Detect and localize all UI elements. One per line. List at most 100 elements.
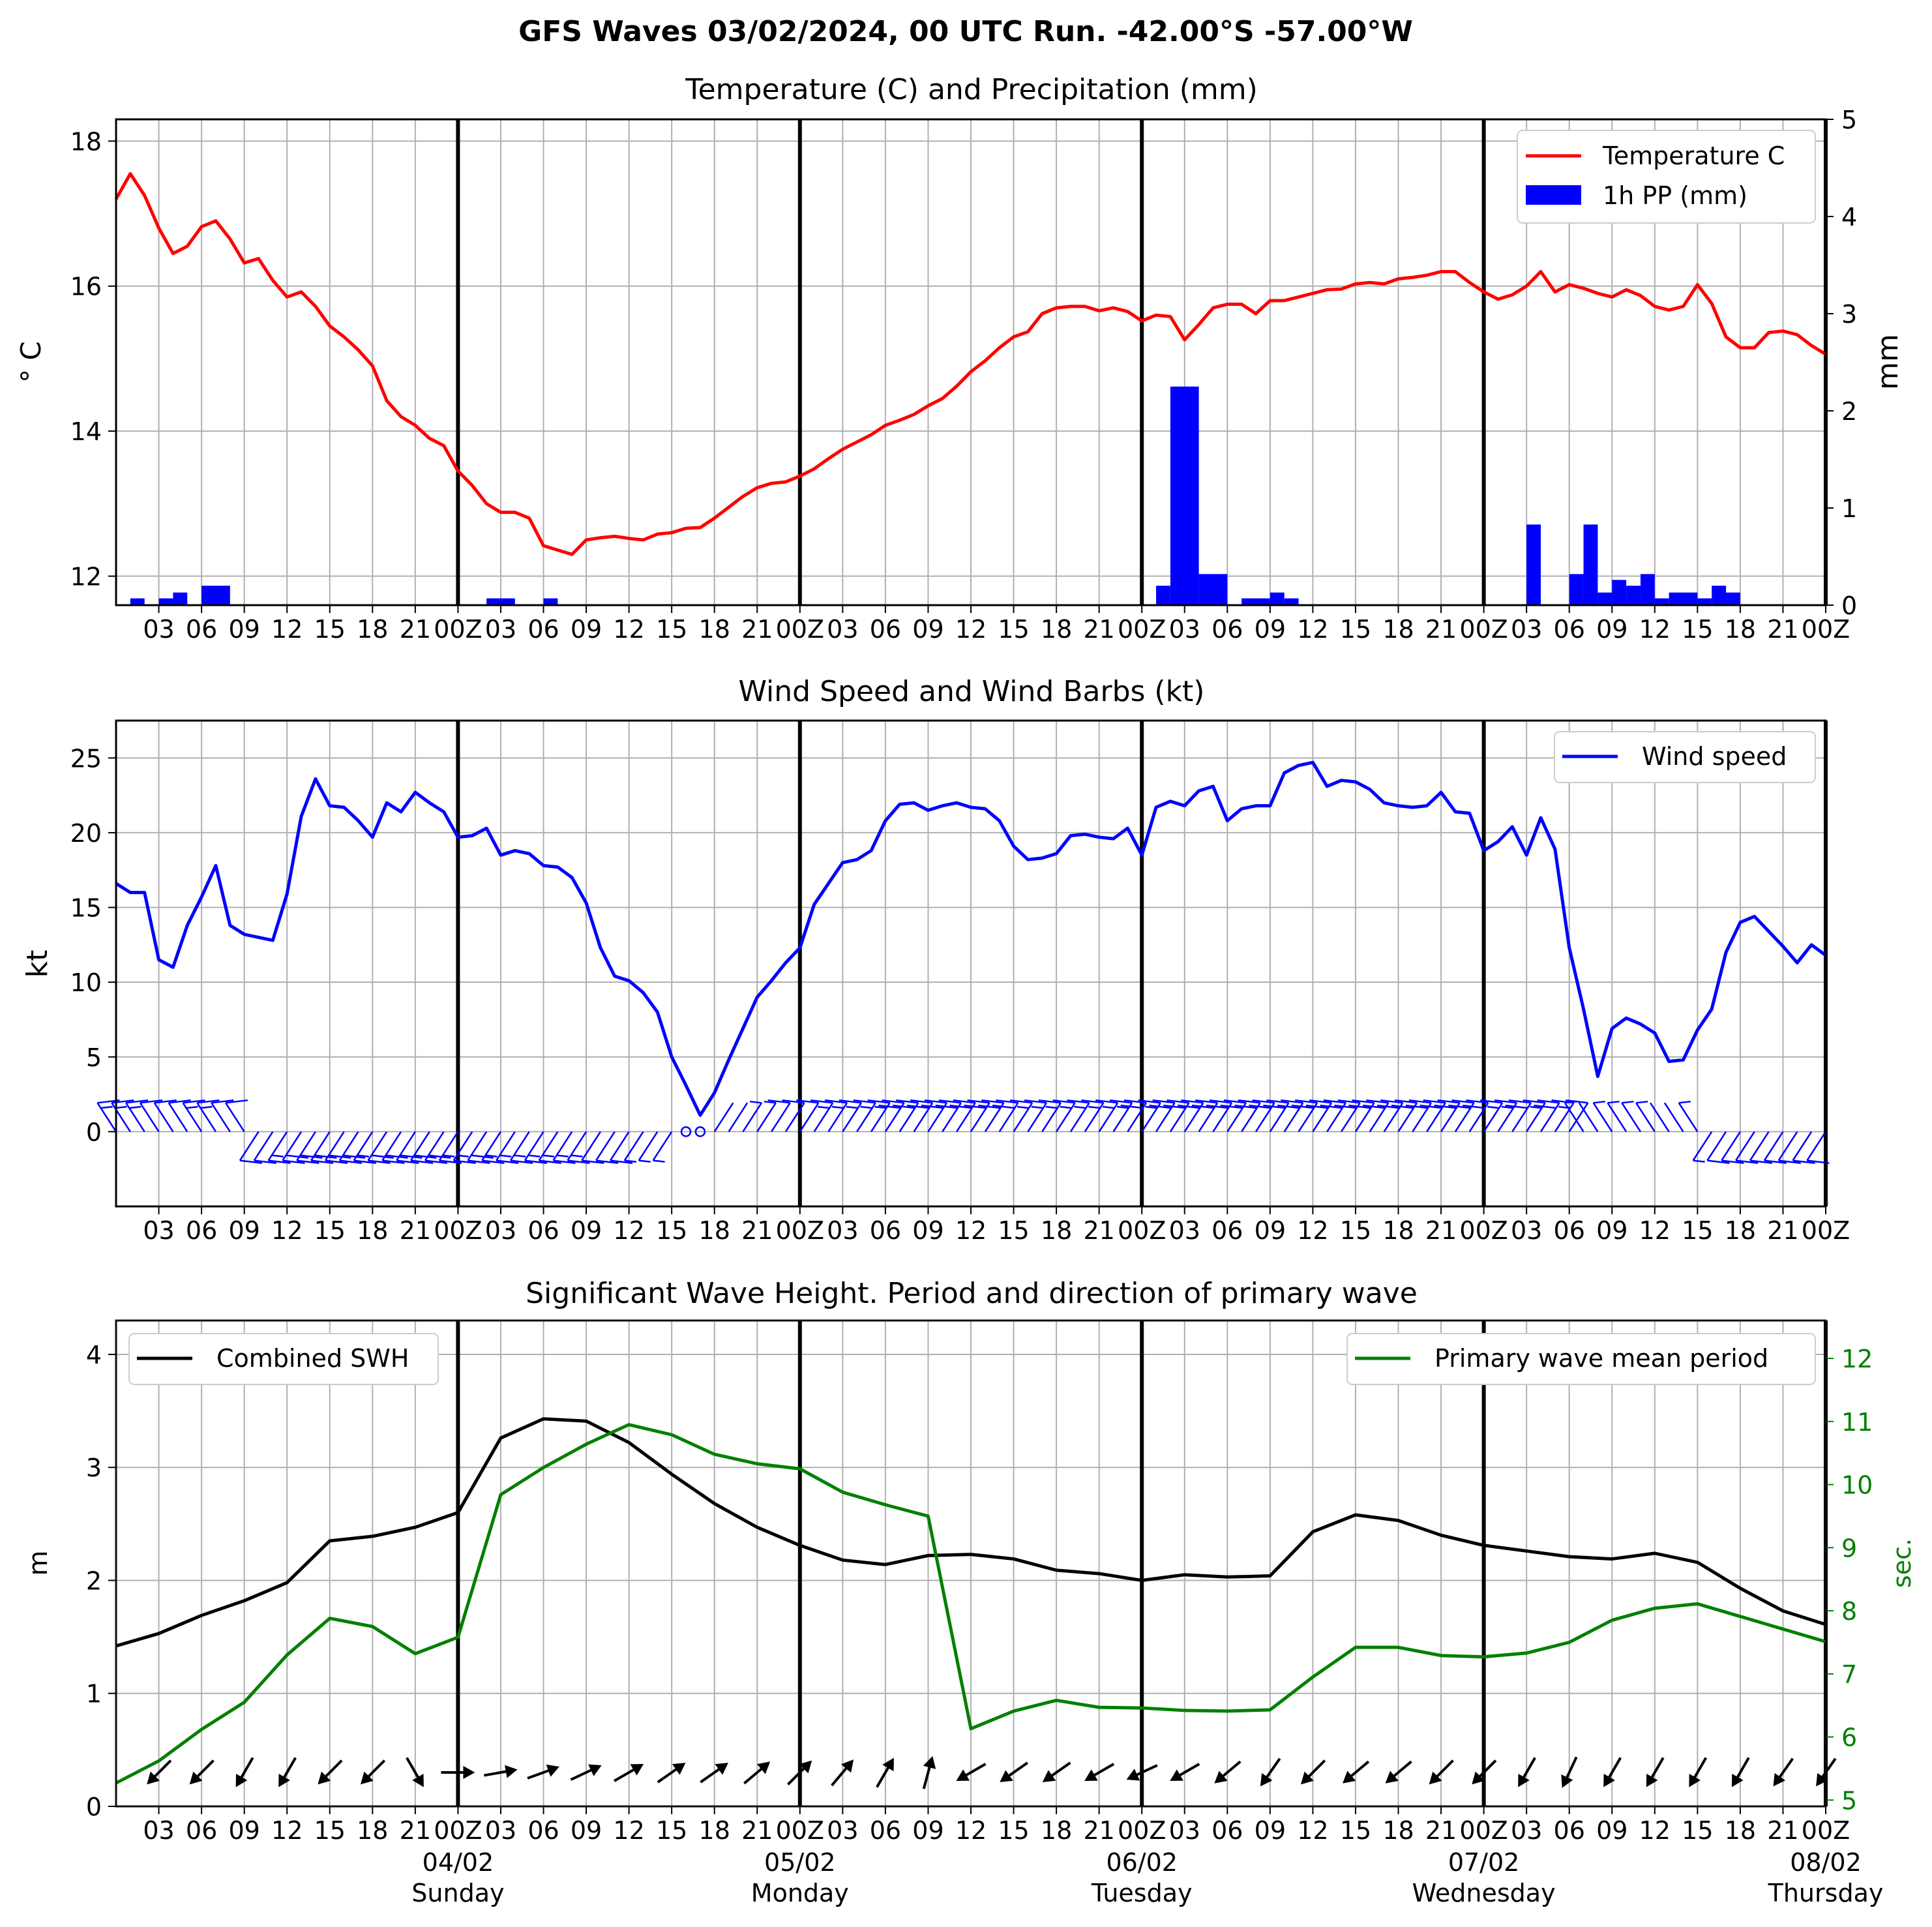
wind-barb-feather xyxy=(524,1159,548,1164)
wind-barb xyxy=(1391,1099,1418,1133)
x-tick-label: 06 xyxy=(1211,615,1243,644)
date-label: 07/02 xyxy=(1448,1848,1520,1877)
wind-barb-staff xyxy=(595,1131,616,1161)
wind-barb xyxy=(1592,1100,1613,1133)
wind-barb-staff xyxy=(927,1102,948,1133)
wind-barb-feather xyxy=(1721,1159,1744,1164)
wind-barb xyxy=(410,1131,437,1164)
x-tick-label: 18 xyxy=(357,1816,388,1845)
wind-barb xyxy=(906,1099,934,1133)
y-tick-label: 5 xyxy=(86,1043,102,1072)
x-tick-label: 15 xyxy=(1682,1216,1713,1245)
wave-arrow-shaft xyxy=(281,1757,297,1782)
wind-barb-staff xyxy=(1792,1131,1813,1161)
wave-arrow-shaft xyxy=(1176,1763,1200,1778)
wave-arrow-shaft xyxy=(1433,1759,1454,1780)
wind-barb-half-feather xyxy=(456,1154,469,1158)
x-tick-label: 12 xyxy=(271,1816,303,1845)
wave-arrow xyxy=(700,1763,728,1784)
x-tick-label: 15 xyxy=(1340,1216,1371,1245)
wave-arrow-shaft xyxy=(1819,1757,1837,1781)
y2-tick-label: 12 xyxy=(1841,1345,1873,1373)
wind-barb-feather xyxy=(1448,1104,1471,1109)
wind-barb-staff xyxy=(1241,1102,1261,1133)
precip-bars xyxy=(130,386,1740,605)
wave-arrow-head xyxy=(235,1773,248,1787)
x-tick-label: 00Z xyxy=(1459,1216,1508,1245)
wind-barb-half-feather xyxy=(846,1105,858,1109)
y-tick-label: 1 xyxy=(86,1680,102,1709)
x-tick-label: 18 xyxy=(1041,615,1072,644)
x-tick-label: 21 xyxy=(1767,615,1798,644)
wind-barb-staff xyxy=(567,1131,587,1161)
wind-barb-staff xyxy=(728,1102,749,1133)
wind-barb xyxy=(1566,1099,1589,1133)
wind-barb xyxy=(1434,1099,1461,1133)
wave-arrow-head xyxy=(1084,1769,1098,1782)
wave-arrow xyxy=(483,1765,518,1778)
x-tick-label: 03 xyxy=(143,1216,174,1245)
wind-barb-feather xyxy=(482,1159,505,1164)
wave-arrow-shaft xyxy=(1691,1757,1708,1782)
x-tick-label: 12 xyxy=(1639,615,1671,644)
wind-barb-staff xyxy=(1539,1102,1560,1133)
wave-arrow-shaft xyxy=(1649,1757,1665,1782)
wind-barb-feather xyxy=(140,1099,163,1104)
wind-barb-feather xyxy=(1408,1099,1432,1104)
wind-barb-feather xyxy=(906,1104,930,1109)
wave-arrow xyxy=(1126,1764,1158,1781)
wave-arrow-head xyxy=(546,1764,559,1777)
wind-chart-title: Wind Speed and Wind Barbs (kt) xyxy=(739,675,1205,708)
wind-barb-half-feather xyxy=(749,1100,762,1104)
wind-barb-feather xyxy=(1281,1099,1303,1104)
wind-barb xyxy=(1149,1099,1176,1133)
wind-barb xyxy=(338,1131,366,1164)
wave-arrow xyxy=(147,1759,172,1785)
wind-barb-feather xyxy=(896,1099,919,1104)
wind-barb-staff xyxy=(638,1131,659,1161)
x-tick-label: 18 xyxy=(1725,1816,1756,1845)
temp-legend: Temperature C 1h PP (mm) xyxy=(1517,130,1816,224)
wind-barb-half-feather xyxy=(638,1159,651,1163)
wind-barb-feather xyxy=(1024,1099,1047,1104)
wind-barb-feather xyxy=(1323,1099,1346,1104)
wind-barb-feather xyxy=(414,1154,437,1159)
x-tick-label: 00Z xyxy=(434,1816,482,1845)
x-tick-label: 03 xyxy=(1511,1816,1542,1845)
x-tick-label: 03 xyxy=(1169,1816,1200,1845)
wind-barb-staff xyxy=(1141,1102,1161,1133)
wind-barb-staff xyxy=(1554,1102,1575,1133)
x-tick-label: 06 xyxy=(1211,1816,1243,1845)
wind-barb-half-feather xyxy=(1622,1100,1634,1104)
x-tick-label: 09 xyxy=(571,615,602,644)
wind-barb-staff xyxy=(1269,1102,1290,1133)
wind-barb-feather xyxy=(1081,1099,1104,1104)
wind-barb xyxy=(438,1131,462,1164)
wind-barb-feather xyxy=(953,1099,975,1104)
wind-barb xyxy=(728,1102,749,1133)
wind-barb-feather xyxy=(1038,1099,1061,1104)
wind-barb-feather xyxy=(396,1159,419,1164)
wave-arrow xyxy=(278,1757,297,1787)
precip-bar xyxy=(1726,592,1740,605)
wind-barb-feather xyxy=(125,1099,149,1104)
wind-barb-staff xyxy=(984,1102,1005,1133)
wind-barb-staff xyxy=(282,1131,303,1161)
wave-arrow-head xyxy=(318,1771,331,1785)
wave-arrow xyxy=(787,1760,812,1785)
wind-barb-staff xyxy=(225,1102,245,1133)
wind-barb-feather xyxy=(1152,1099,1175,1104)
wind-barb-feather xyxy=(1363,1104,1386,1109)
precip-bar xyxy=(130,598,145,605)
x-tick-label: 03 xyxy=(1169,1216,1200,1245)
y2-tick-label: 5 xyxy=(1841,106,1857,134)
wave-arrow-head xyxy=(756,1761,771,1774)
wind-barb xyxy=(867,1099,891,1133)
wave-grid xyxy=(116,1321,1828,1807)
wind-barb-staff xyxy=(97,1102,117,1133)
wind-barb-staff xyxy=(538,1131,559,1161)
x-tick-label: 12 xyxy=(271,1216,303,1245)
x-tick-label: 12 xyxy=(613,1816,644,1845)
wave-arrow-head xyxy=(1646,1773,1658,1787)
wind-barb-feather xyxy=(1423,1099,1446,1104)
